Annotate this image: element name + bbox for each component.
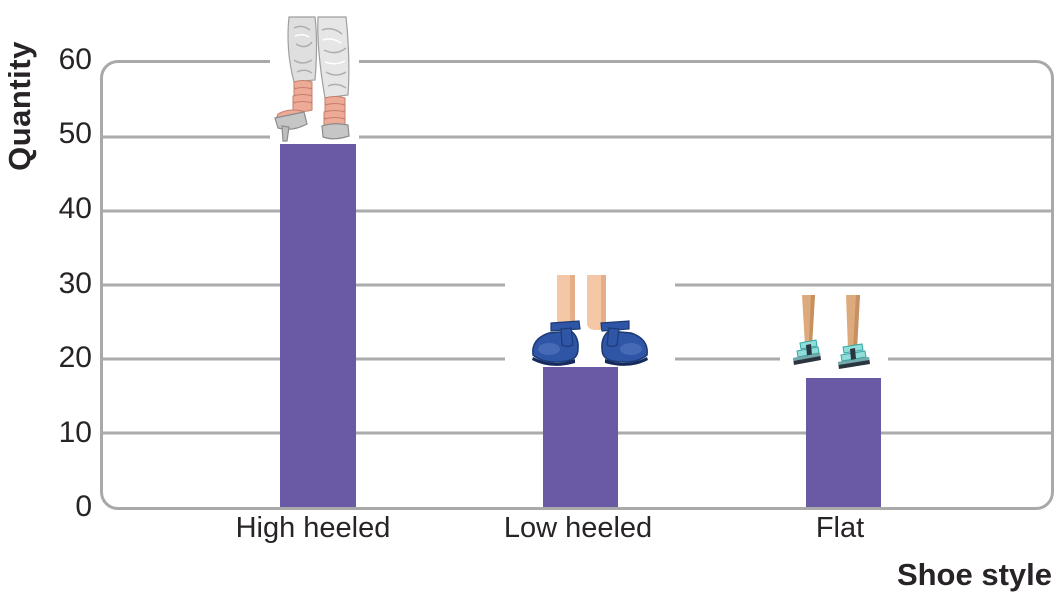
low-heeled-shoes-image bbox=[505, 275, 675, 367]
bar-flat bbox=[806, 377, 881, 507]
flat-shoes-image bbox=[780, 295, 888, 377]
x-category-label-high-heeled: High heeled bbox=[235, 512, 391, 544]
gridline bbox=[103, 135, 1051, 139]
y-tick-label: 10 bbox=[58, 415, 92, 449]
y-tick-label: 20 bbox=[58, 340, 92, 374]
x-axis-title: Shoe style bbox=[896, 557, 1052, 592]
bar-high-heeled bbox=[280, 144, 356, 507]
y-tick-label: 0 bbox=[75, 490, 92, 523]
high-heeled-shoes-image bbox=[270, 14, 359, 143]
y-tick-label: 30 bbox=[58, 266, 92, 300]
y-tick-labels: 0 10 20 30 40 50 60 bbox=[18, 43, 92, 523]
gridline bbox=[103, 209, 1051, 213]
y-tick-label: 50 bbox=[58, 117, 92, 151]
plot-area bbox=[100, 14, 1054, 510]
bar-low-heeled bbox=[543, 366, 618, 507]
x-category-label-flat: Flat bbox=[815, 512, 865, 544]
y-tick-label: 40 bbox=[58, 191, 92, 225]
y-tick-label: 60 bbox=[58, 43, 92, 76]
x-category-label-low-heeled: Low heeled bbox=[503, 512, 653, 544]
